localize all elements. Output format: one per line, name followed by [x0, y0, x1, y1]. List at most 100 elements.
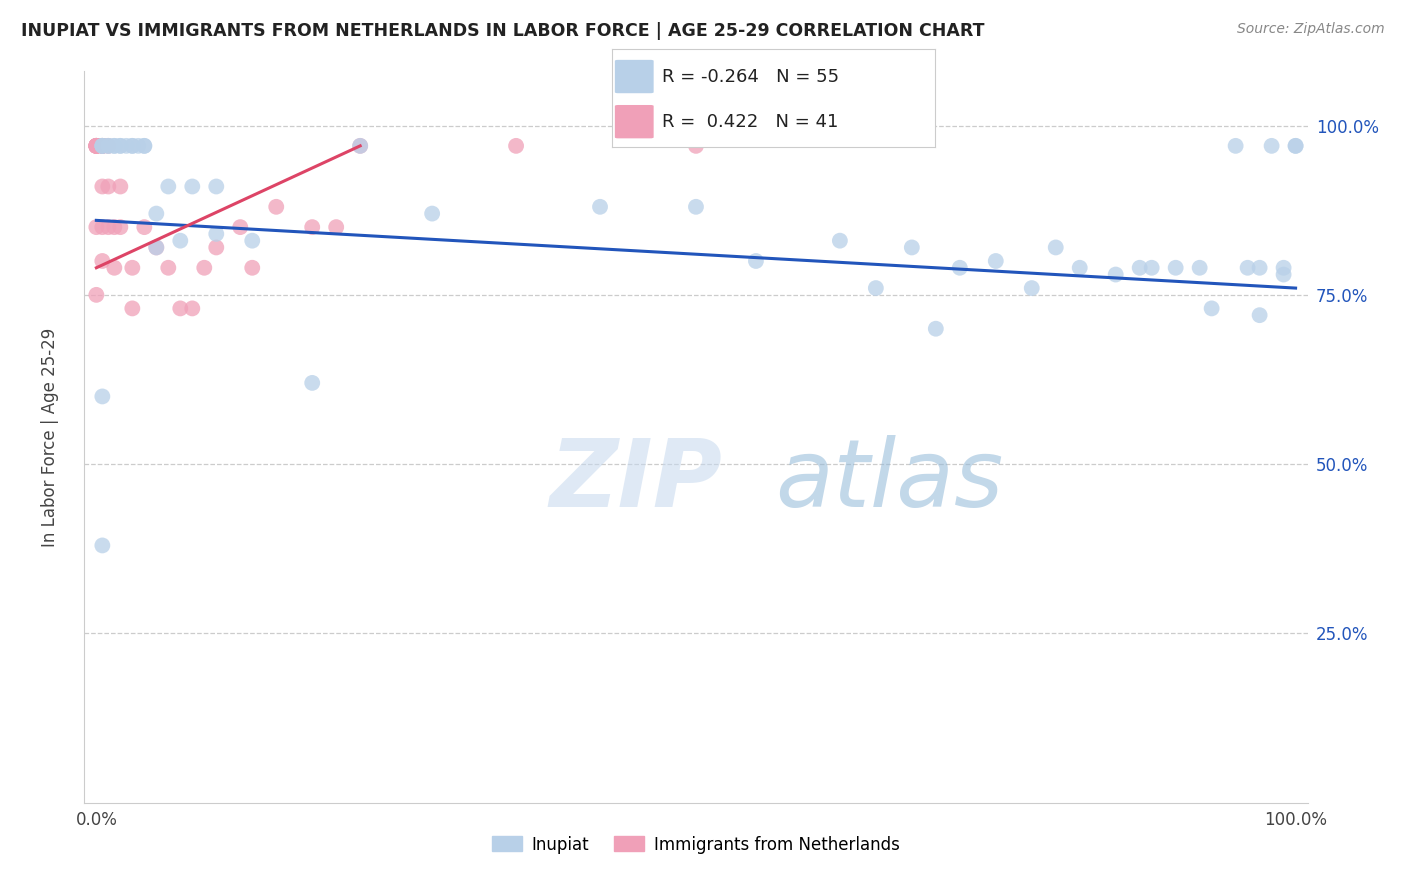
Point: [97, 139, 120, 153]
Point: [193, 260, 215, 275]
Point: [828, 234, 851, 248]
Point: [925, 322, 948, 336]
Point: [325, 220, 347, 235]
Point: [240, 260, 263, 275]
Point: [86, 139, 108, 153]
Point: [181, 301, 204, 316]
Text: INUPIAT VS IMMIGRANTS FROM NETHERLANDS IN LABOR FORCE | AGE 25-29 CORRELATION CH: INUPIAT VS IMMIGRANTS FROM NETHERLANDS I…: [21, 22, 984, 40]
Point: [91, 389, 114, 403]
Text: ZIP: ZIP: [550, 435, 723, 527]
Point: [103, 220, 125, 235]
Point: [115, 139, 138, 153]
Point: [169, 234, 191, 248]
Point: [349, 139, 371, 153]
Point: [97, 139, 120, 153]
Point: [86, 139, 108, 153]
Point: [121, 260, 143, 275]
Point: [121, 301, 143, 316]
Point: [110, 139, 132, 153]
Point: [181, 179, 204, 194]
Point: [157, 179, 180, 194]
Point: [91, 139, 114, 153]
Point: [349, 139, 371, 153]
Point: [1236, 260, 1258, 275]
Point: [1188, 260, 1211, 275]
Point: [91, 179, 114, 194]
Point: [134, 220, 156, 235]
Point: [229, 220, 252, 235]
Point: [205, 227, 228, 241]
Point: [865, 281, 887, 295]
Point: [1201, 301, 1223, 316]
Point: [86, 139, 108, 153]
Text: atlas: atlas: [776, 435, 1004, 526]
Point: [745, 254, 768, 268]
Point: [91, 254, 114, 268]
Point: [901, 240, 924, 254]
Point: [86, 139, 108, 153]
Point: [103, 139, 125, 153]
Point: [110, 179, 132, 194]
Point: [110, 139, 132, 153]
Point: [121, 139, 143, 153]
Point: [1249, 260, 1271, 275]
Point: [97, 179, 120, 194]
Point: [91, 220, 114, 235]
Point: [97, 139, 120, 153]
Point: [1272, 268, 1295, 282]
Point: [240, 234, 263, 248]
Point: [91, 139, 114, 153]
Point: [134, 139, 156, 153]
Point: [205, 240, 228, 254]
Point: [134, 139, 156, 153]
Point: [1272, 260, 1295, 275]
Point: [1260, 139, 1282, 153]
Point: [420, 206, 443, 220]
Point: [1140, 260, 1163, 275]
Point: [1105, 268, 1128, 282]
Point: [1129, 260, 1152, 275]
Point: [1045, 240, 1067, 254]
Text: R = -0.264   N = 55: R = -0.264 N = 55: [662, 68, 839, 86]
Point: [86, 220, 108, 235]
Text: R =  0.422   N = 41: R = 0.422 N = 41: [662, 112, 838, 130]
Point: [86, 139, 108, 153]
Point: [264, 200, 287, 214]
Text: Source: ZipAtlas.com: Source: ZipAtlas.com: [1237, 22, 1385, 37]
Point: [91, 139, 114, 153]
Point: [91, 139, 114, 153]
Point: [91, 538, 114, 552]
Point: [97, 220, 120, 235]
Point: [685, 139, 707, 153]
Point: [91, 139, 114, 153]
Point: [91, 139, 114, 153]
Point: [86, 288, 108, 302]
Point: [145, 206, 167, 220]
Point: [103, 260, 125, 275]
Point: [157, 260, 180, 275]
Point: [1249, 308, 1271, 322]
Y-axis label: In Labor Force | Age 25-29: In Labor Force | Age 25-29: [41, 327, 59, 547]
Point: [301, 220, 323, 235]
Point: [984, 254, 1007, 268]
FancyBboxPatch shape: [614, 60, 654, 94]
Point: [1284, 139, 1306, 153]
Point: [685, 200, 707, 214]
Point: [145, 240, 167, 254]
Point: [169, 301, 191, 316]
Point: [121, 139, 143, 153]
Legend: Inupiat, Immigrants from Netherlands: Inupiat, Immigrants from Netherlands: [485, 829, 907, 860]
Point: [86, 139, 108, 153]
Point: [589, 200, 612, 214]
Point: [301, 376, 323, 390]
Point: [1069, 260, 1091, 275]
Point: [110, 220, 132, 235]
Point: [1284, 139, 1306, 153]
Point: [1225, 139, 1247, 153]
Point: [91, 139, 114, 153]
FancyBboxPatch shape: [614, 105, 654, 138]
Point: [86, 139, 108, 153]
Point: [103, 139, 125, 153]
Point: [1021, 281, 1043, 295]
Point: [86, 139, 108, 153]
